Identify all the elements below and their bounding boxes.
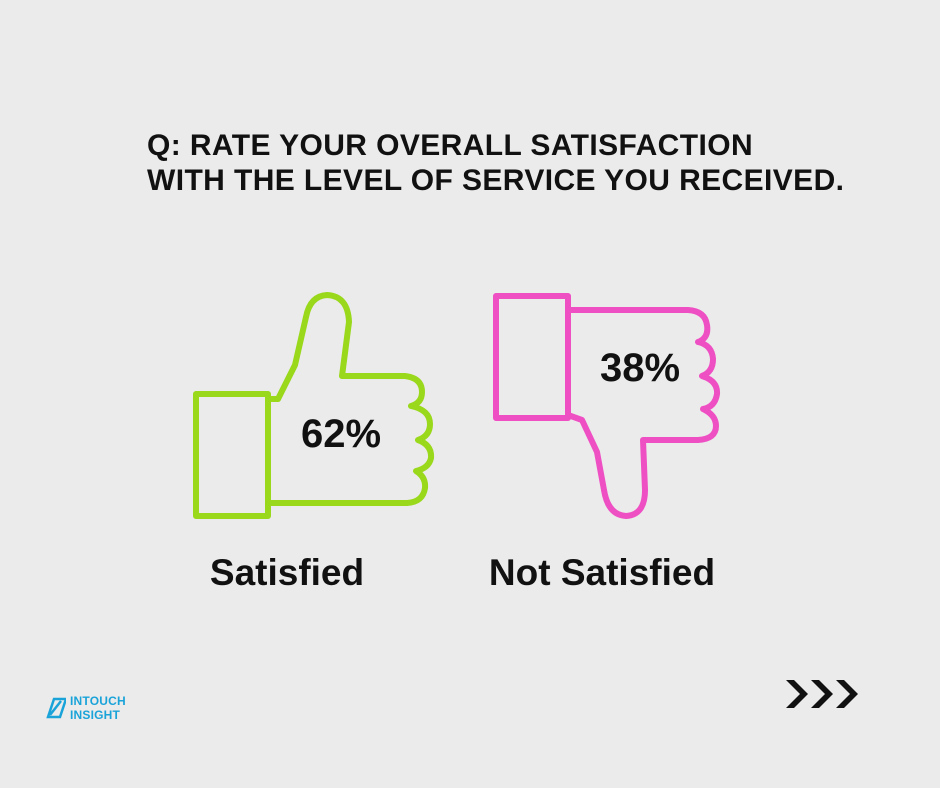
- thumbs-up-hand: [265, 292, 435, 506]
- percent-label-not-satisfied: 38%: [599, 346, 681, 390]
- percent-label-satisfied: 62%: [300, 412, 382, 456]
- brand-line-1: INTOUCH: [70, 694, 126, 708]
- question-line-1: Q: RATE YOUR OVERALL SATISFACTION: [147, 129, 754, 162]
- thumbs-down-hand: [565, 307, 721, 519]
- category-label-not-satisfied: Not Satisfied: [488, 552, 716, 593]
- thumbs-up-cuff: [193, 391, 271, 519]
- brand-line-2: INSIGHT: [70, 708, 121, 722]
- thumbs-down-icon: [493, 293, 721, 519]
- category-label-satisfied: Satisfied: [209, 552, 365, 593]
- intouch-logo-mark-icon: [46, 697, 66, 719]
- triple-chevron-right-icon[interactable]: [784, 676, 864, 712]
- question-line-2: WITH THE LEVEL OF SERVICE YOU RECEIVED.: [147, 164, 845, 197]
- thumbs-up-icon: [193, 292, 435, 519]
- question-title: Q: RATE YOUR OVERALL SATISFACTION WITH T…: [147, 128, 907, 198]
- thumbs-down-cuff: [493, 293, 571, 421]
